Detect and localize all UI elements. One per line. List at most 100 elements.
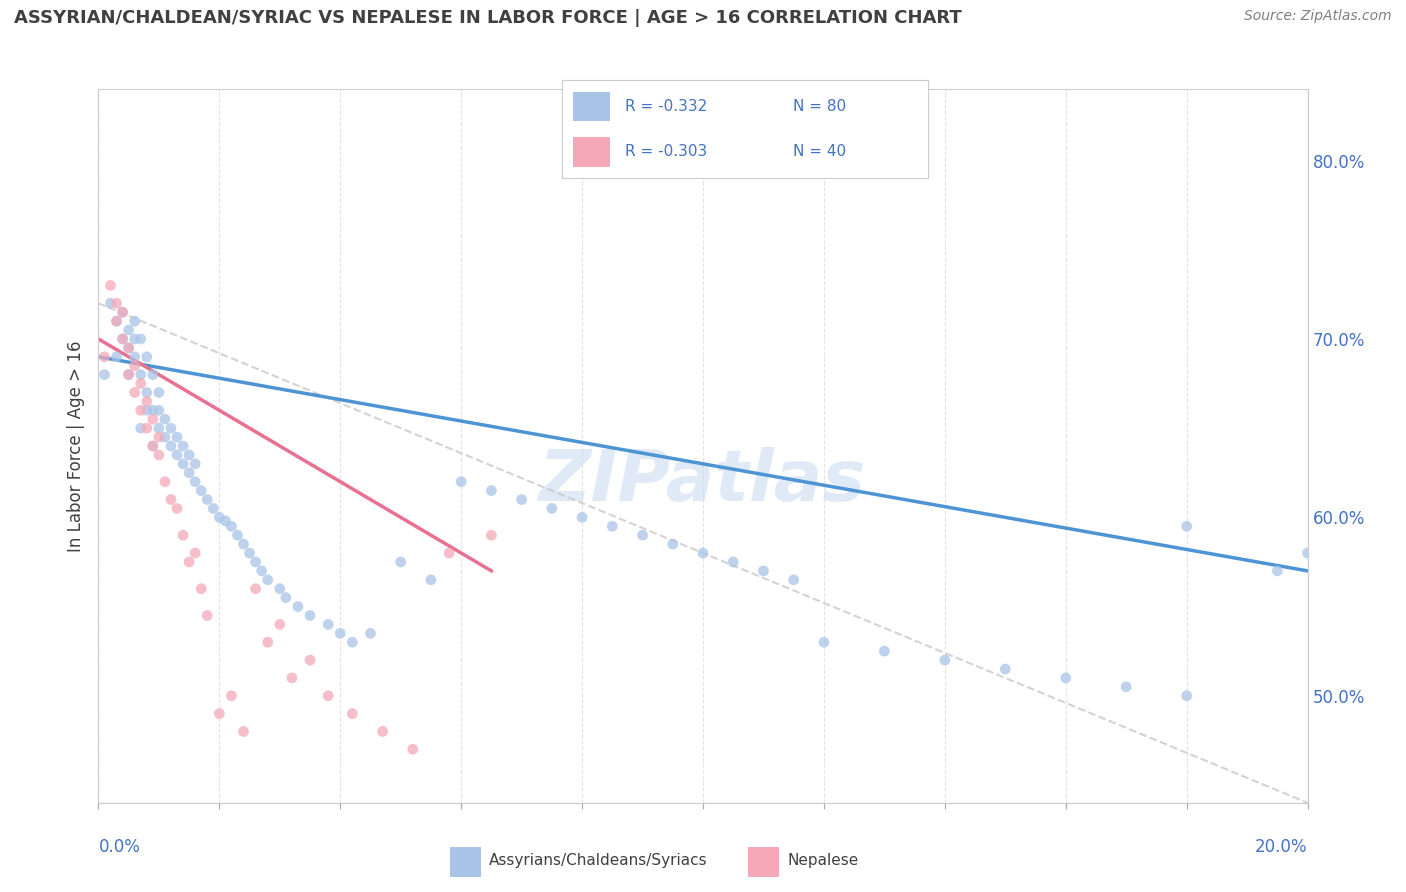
Point (232, 537, 254, 551)
Point (179, 466, 201, 480)
Point (166, 501, 188, 516)
Point (274, 591, 297, 605)
Text: R = -0.332: R = -0.332 (624, 99, 707, 114)
Point (135, 403, 157, 417)
Point (1115, 680, 1137, 694)
Point (105, 296, 128, 310)
Point (166, 430, 188, 444)
Point (142, 439, 165, 453)
Point (129, 421, 152, 435)
Point (245, 555, 267, 569)
Point (269, 582, 291, 596)
Point (100, 296, 122, 310)
Text: ASSYRIAN/CHALDEAN/SYRIAC VS NEPALESE IN LABOR FORCE | AGE > 16 CORRELATION CHART: ASSYRIAN/CHALDEAN/SYRIAC VS NEPALESE IN … (14, 9, 962, 27)
Point (316, 689, 339, 703)
Point (93, 368, 115, 382)
Point (602, 519, 624, 533)
Point (184, 457, 207, 471)
Point (195, 608, 218, 623)
Point (153, 475, 176, 489)
Text: N = 80: N = 80 (793, 99, 846, 114)
Point (299, 653, 322, 667)
Text: Nepalese: Nepalese (787, 854, 859, 868)
Point (389, 555, 412, 569)
Point (124, 385, 146, 400)
Point (118, 368, 141, 382)
Point (631, 528, 654, 542)
Text: ZIPatlas: ZIPatlas (540, 447, 866, 516)
Point (873, 644, 896, 658)
Point (510, 492, 533, 507)
Point (402, 742, 425, 756)
Point (299, 608, 322, 623)
Point (118, 341, 141, 355)
Point (1175, 689, 1198, 703)
Text: Source: ZipAtlas.com: Source: ZipAtlas.com (1244, 9, 1392, 23)
Point (179, 555, 201, 569)
Point (208, 706, 231, 721)
Point (540, 501, 562, 516)
Point (202, 501, 225, 516)
Point (153, 430, 176, 444)
Point (111, 332, 134, 346)
Text: R = -0.303: R = -0.303 (624, 145, 707, 160)
Point (256, 635, 278, 649)
Point (148, 385, 170, 400)
Point (129, 368, 152, 382)
Point (111, 305, 134, 319)
Point (195, 492, 218, 507)
Point (420, 573, 443, 587)
Point (1054, 671, 1077, 685)
Point (142, 368, 165, 382)
Point (239, 546, 262, 560)
Point (124, 332, 146, 346)
Point (166, 448, 188, 462)
Point (172, 528, 194, 542)
Point (129, 376, 152, 391)
Point (148, 421, 170, 435)
Point (160, 439, 183, 453)
Point (226, 528, 249, 542)
Point (129, 332, 152, 346)
Point (287, 599, 309, 614)
Point (256, 573, 278, 587)
Point (124, 314, 146, 328)
Point (148, 448, 170, 462)
Point (153, 412, 176, 426)
Point (221, 519, 243, 533)
Point (148, 403, 170, 417)
Point (100, 278, 122, 293)
Point (142, 412, 165, 426)
Point (752, 564, 775, 578)
Bar (574, 92, 610, 121)
Point (250, 564, 273, 578)
Bar (748, 847, 779, 877)
Point (316, 617, 339, 632)
Point (160, 421, 183, 435)
Point (571, 510, 593, 524)
Point (135, 394, 157, 409)
Point (118, 341, 141, 355)
Point (111, 305, 134, 319)
Point (129, 403, 152, 417)
Point (124, 350, 146, 364)
Point (281, 671, 304, 685)
Point (172, 439, 194, 453)
Point (450, 475, 472, 489)
Point (481, 528, 503, 542)
Point (118, 368, 141, 382)
Point (245, 582, 267, 596)
Point (481, 483, 503, 498)
Point (813, 635, 835, 649)
Point (184, 475, 207, 489)
Point (214, 514, 236, 528)
Point (371, 724, 394, 739)
Y-axis label: In Labor Force | Age > 16: In Labor Force | Age > 16 (66, 340, 84, 552)
Point (342, 706, 364, 721)
Point (692, 546, 714, 560)
Point (111, 332, 134, 346)
Point (934, 653, 956, 667)
Point (105, 314, 128, 328)
Point (437, 546, 460, 560)
Point (124, 359, 146, 373)
